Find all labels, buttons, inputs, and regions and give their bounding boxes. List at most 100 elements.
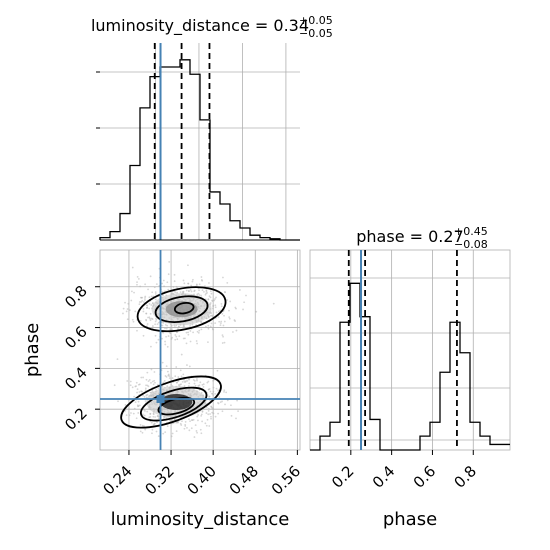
scatter-point bbox=[165, 335, 167, 338]
scatter-point bbox=[208, 395, 210, 398]
scatter-point bbox=[201, 383, 204, 386]
scatter-point bbox=[134, 310, 137, 313]
scatter-point bbox=[166, 370, 169, 373]
scatter-point bbox=[180, 353, 183, 356]
scatter-point bbox=[193, 290, 196, 293]
scatter-point bbox=[215, 311, 218, 314]
scatter-point bbox=[236, 399, 238, 402]
scatter-point bbox=[223, 341, 226, 344]
scatter-point bbox=[146, 323, 149, 325]
scatter-point bbox=[179, 369, 182, 372]
scatter-point bbox=[155, 388, 157, 391]
scatter-point bbox=[139, 320, 142, 322]
scatter-point bbox=[226, 299, 228, 301]
scatter-point bbox=[183, 378, 185, 381]
scatter-point bbox=[181, 420, 183, 423]
scatter-point bbox=[219, 324, 222, 327]
scatter-point bbox=[142, 376, 144, 379]
scatter-point bbox=[171, 419, 174, 421]
scatter-point bbox=[175, 324, 178, 327]
scatter-point bbox=[130, 412, 132, 414]
scatter-point bbox=[128, 414, 131, 417]
scatter-point bbox=[196, 330, 199, 333]
scatter-point bbox=[217, 316, 220, 319]
scatter-point bbox=[184, 420, 187, 423]
scatter-point bbox=[224, 291, 227, 294]
scatter-point bbox=[135, 381, 138, 384]
scatter-point bbox=[201, 420, 204, 423]
scatter-point bbox=[161, 361, 164, 364]
scatter-point bbox=[146, 371, 149, 374]
scatter-point bbox=[183, 380, 186, 383]
scatter-point bbox=[148, 303, 151, 305]
scatter-point bbox=[189, 420, 191, 423]
scatter-point bbox=[215, 296, 217, 299]
scatter-point bbox=[189, 289, 192, 291]
scatter-point bbox=[188, 382, 191, 385]
scatter-point bbox=[150, 304, 153, 306]
y-tick-label: 0.4 bbox=[61, 363, 91, 393]
scatter-point bbox=[188, 365, 191, 368]
lumdist-title-plus: +0.05 bbox=[299, 14, 333, 27]
scatter-point bbox=[214, 322, 217, 325]
x-tick-label: 0.4 bbox=[369, 462, 399, 492]
scatter-point bbox=[151, 302, 154, 305]
scatter-point bbox=[166, 385, 169, 388]
scatter-point bbox=[196, 342, 199, 345]
joint-scatter-panel: 0.24 0.32 0.40 0.48 0.56 0.2 0.4 0.6 0.8 bbox=[61, 249, 304, 498]
scatter-point bbox=[164, 340, 166, 343]
scatter-point bbox=[129, 380, 132, 383]
contour bbox=[136, 286, 227, 333]
scatter-point bbox=[200, 276, 203, 278]
phase-title-minus: −0.08 bbox=[454, 238, 488, 251]
scatter-point bbox=[242, 308, 244, 311]
scatter-point bbox=[126, 318, 129, 321]
scatter-point bbox=[199, 381, 202, 384]
scatter-point bbox=[185, 380, 187, 382]
scatter-point bbox=[212, 386, 215, 389]
scatter-point bbox=[149, 275, 152, 278]
scatter-point bbox=[154, 323, 157, 326]
scatter-point bbox=[183, 427, 186, 430]
scatter-point bbox=[146, 384, 149, 387]
scatter-point bbox=[196, 431, 198, 434]
scatter-point bbox=[187, 385, 190, 387]
scatter-point bbox=[211, 411, 214, 414]
scatter-point bbox=[187, 264, 189, 267]
scatter-point bbox=[194, 424, 197, 427]
scatter-point bbox=[183, 385, 186, 387]
phase-title-value: = 0.27 bbox=[405, 227, 464, 246]
scatter-point bbox=[220, 305, 223, 308]
density-core bbox=[165, 301, 198, 318]
scatter-point bbox=[141, 424, 144, 427]
scatter-point bbox=[133, 395, 136, 398]
scatter-point bbox=[190, 290, 193, 293]
scatter-point bbox=[224, 403, 226, 406]
scatter-point bbox=[163, 417, 165, 420]
scatter-point bbox=[154, 416, 156, 418]
scatter-point bbox=[214, 415, 217, 418]
scatter-point bbox=[214, 304, 217, 307]
scatter-point bbox=[145, 318, 147, 321]
scatter-point bbox=[223, 320, 226, 323]
scatter-point bbox=[208, 425, 211, 427]
scatter-point bbox=[152, 383, 155, 386]
scatter-point bbox=[193, 436, 196, 438]
scatter-point bbox=[117, 400, 119, 403]
scatter-point bbox=[174, 326, 176, 329]
scatter-point bbox=[128, 408, 130, 410]
scatter-point bbox=[209, 290, 212, 293]
scatter-point bbox=[168, 377, 171, 380]
scatter-point bbox=[149, 412, 152, 415]
scatter-point bbox=[154, 293, 157, 295]
scatter-point bbox=[214, 306, 217, 309]
scatter-point bbox=[144, 428, 147, 431]
scatter-point bbox=[207, 409, 210, 412]
lumdist-title-value: = 0.34 bbox=[250, 16, 309, 35]
scatter-point bbox=[141, 299, 144, 302]
scatter-point bbox=[155, 318, 158, 321]
scatter-point bbox=[200, 432, 203, 435]
scatter-point bbox=[218, 310, 220, 313]
contour bbox=[173, 301, 195, 315]
